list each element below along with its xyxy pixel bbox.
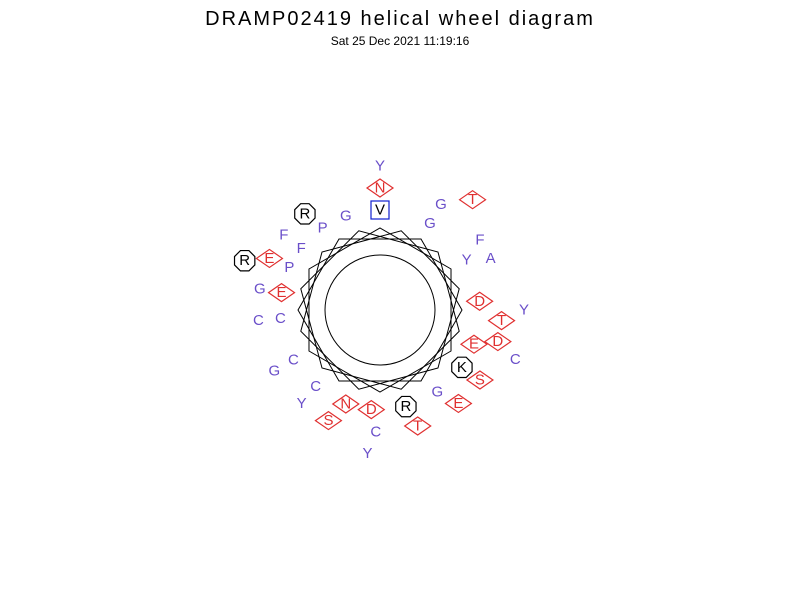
residue: C — [275, 310, 286, 327]
residue-label: P — [318, 220, 328, 237]
star-layer — [298, 239, 462, 381]
residue: V — [371, 201, 389, 219]
residue-label: C — [370, 423, 381, 440]
residue: T — [405, 417, 431, 435]
residue: C — [310, 378, 321, 395]
residue-label: E — [264, 250, 274, 267]
residue: G — [269, 363, 281, 380]
inner-circle — [325, 255, 435, 365]
residue: C — [253, 312, 264, 329]
residue: F — [475, 232, 484, 249]
residue-label: S — [323, 412, 333, 429]
helical-wheel-diagram: VNYGGTYFADTYEDCKSGERTDCYNSCYCGCCEGPERFFP… — [0, 0, 800, 600]
residue: G — [432, 383, 444, 400]
residue-label: Y — [297, 395, 307, 412]
residue-label: V — [375, 202, 385, 219]
residue-label: F — [475, 232, 484, 249]
residue-label: R — [299, 205, 310, 222]
residue: K — [452, 357, 472, 377]
residue: G — [424, 215, 436, 232]
residue: A — [486, 250, 496, 267]
residue-label: T — [497, 312, 506, 329]
residue-label: G — [424, 215, 436, 232]
residue: R — [295, 204, 315, 224]
residue: C — [510, 351, 521, 368]
residue: Y — [375, 158, 385, 175]
residue: S — [467, 371, 493, 389]
residue-label: E — [469, 336, 479, 353]
residue: N — [367, 179, 393, 197]
residue: Y — [519, 302, 529, 319]
residue-label: Y — [375, 158, 385, 175]
residue-label: D — [492, 333, 503, 350]
residue-label: F — [279, 226, 288, 243]
residue: G — [435, 196, 447, 213]
star-layer — [309, 228, 451, 392]
residue-label: C — [288, 352, 299, 369]
residue: R — [235, 251, 255, 271]
residue: F — [279, 226, 288, 243]
residue: T — [489, 312, 515, 330]
residue-label: S — [475, 371, 485, 388]
residue: Y — [297, 395, 307, 412]
residue-label: G — [432, 383, 444, 400]
residue: D — [358, 401, 384, 419]
residue-label: A — [486, 250, 496, 267]
residue: S — [315, 412, 341, 430]
residue: T — [460, 191, 486, 209]
residue-label: D — [474, 293, 485, 310]
residue: E — [461, 335, 487, 353]
residue-label: Y — [462, 252, 472, 269]
residue-label: D — [366, 401, 377, 418]
residue: P — [284, 259, 294, 276]
residue-label: Y — [362, 445, 372, 462]
residue: G — [340, 208, 352, 225]
residue-label: P — [284, 259, 294, 276]
residue-label: N — [375, 180, 386, 197]
residue: E — [445, 394, 471, 412]
residue-label: F — [297, 240, 306, 257]
residue-label: R — [239, 252, 250, 269]
residue-label: G — [340, 208, 352, 225]
residue: E — [269, 284, 295, 302]
residue: Y — [362, 445, 372, 462]
residue-label: K — [457, 359, 467, 376]
residue: F — [297, 240, 306, 257]
residue: N — [333, 395, 359, 413]
residue-label: E — [453, 395, 463, 412]
residue-label: C — [253, 312, 264, 329]
residue: Y — [462, 252, 472, 269]
residue: P — [318, 220, 328, 237]
residue: E — [256, 249, 282, 267]
residue: D — [485, 333, 511, 351]
residue-label: G — [269, 363, 281, 380]
residue: R — [396, 396, 416, 416]
residue: C — [370, 423, 381, 440]
residue-label: R — [400, 398, 411, 415]
residue-label: G — [254, 280, 266, 297]
residue-label: N — [340, 395, 351, 412]
residue-label: C — [310, 378, 321, 395]
residue: G — [254, 280, 266, 297]
residue-label: C — [275, 310, 286, 327]
residue: D — [467, 292, 493, 310]
residue: C — [288, 352, 299, 369]
residue-label: T — [413, 418, 422, 435]
residue-label: Y — [519, 302, 529, 319]
residue-label: T — [468, 191, 477, 208]
residue-label: C — [510, 351, 521, 368]
residue-label: G — [435, 196, 447, 213]
residue-label: E — [277, 284, 287, 301]
